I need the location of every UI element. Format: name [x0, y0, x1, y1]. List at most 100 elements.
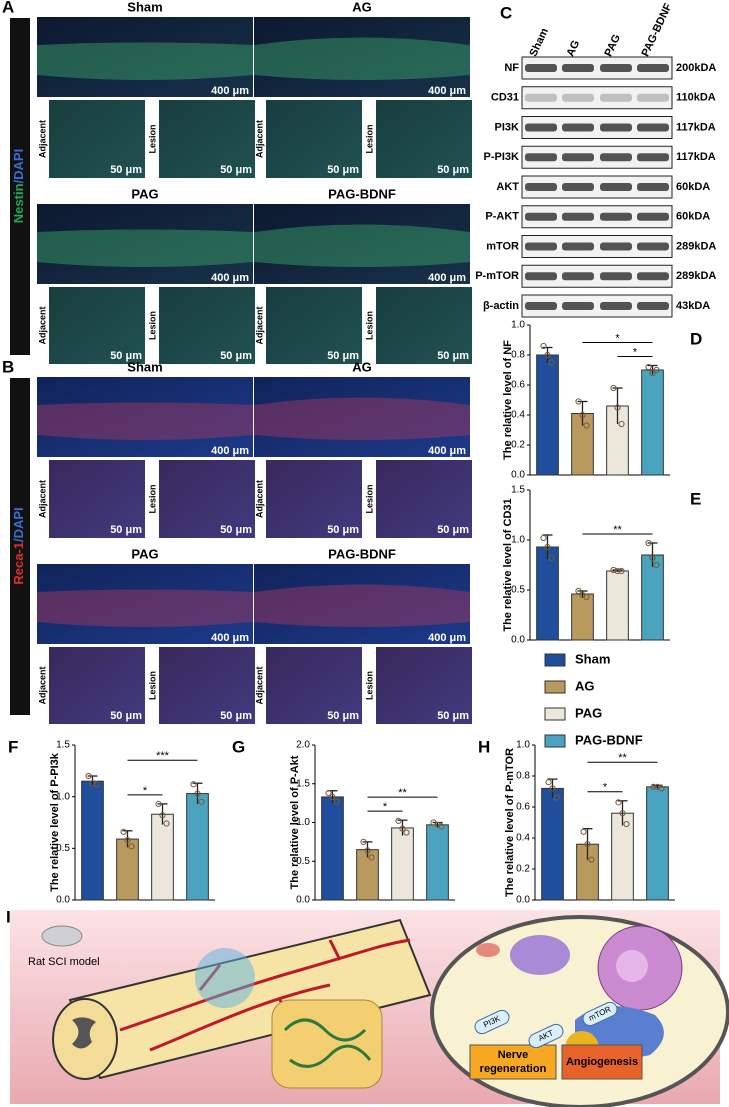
- protein-label: P-PI3K: [484, 151, 520, 163]
- mitochondrion: [476, 943, 500, 957]
- bar: [641, 554, 664, 641]
- inset-label: Lesion: [364, 311, 374, 340]
- data-point: [89, 780, 96, 787]
- y-tick-label: 1.0: [56, 791, 70, 802]
- blot-band: [562, 183, 594, 191]
- inset-label: Adjacent: [254, 120, 264, 158]
- inset-tissue: [266, 647, 362, 724]
- inset-micrograph: [266, 460, 362, 538]
- blot-frame: [521, 205, 673, 229]
- outcome-label: Nerve: [498, 1049, 529, 1061]
- inset-tissue: [376, 287, 472, 364]
- stain-label: Nestin/DAPI: [11, 149, 26, 223]
- outcome-label: regeneration: [480, 1063, 547, 1075]
- data-point: [85, 772, 92, 780]
- scale-bar-label: 50 μm: [437, 524, 469, 536]
- y-tick-label: 0.6: [516, 802, 530, 813]
- y-tick-label: 0.2: [516, 864, 530, 875]
- y-axis-label: The relative level of NF: [502, 340, 514, 460]
- blot-frame: [521, 264, 673, 288]
- data-point: [159, 812, 166, 819]
- grey-matter: [72, 1017, 96, 1049]
- inset-micrograph: [266, 100, 362, 178]
- data-point: [198, 798, 205, 805]
- significance-label: *: [633, 346, 638, 358]
- data-point: [649, 369, 656, 377]
- legend-label: PAG: [575, 705, 602, 720]
- scale-bar-label: 50 μm: [110, 710, 142, 722]
- legend-swatch: [544, 653, 566, 667]
- data-point: [654, 783, 661, 790]
- legend-label: AG: [575, 678, 595, 693]
- inset-micrograph: [376, 287, 472, 364]
- bar: [426, 824, 449, 901]
- inset-tissue: [159, 647, 255, 724]
- inset-micrograph: [376, 100, 472, 178]
- size-label: 289kDA: [676, 270, 716, 282]
- image-title: PAG-BDNF: [328, 186, 396, 201]
- inset-label: Adjacent: [254, 666, 264, 704]
- scaffold-fibers: [283, 1018, 372, 1068]
- size-label: 60kDA: [676, 211, 710, 223]
- y-tick-label: 1.5: [296, 778, 310, 789]
- scale-bar-label: 400 μm: [428, 272, 466, 284]
- lane-label: PAG-BDNF: [639, 1, 674, 58]
- scale-bar-label: 400 μm: [211, 85, 249, 97]
- y-tick-label: 0.0: [296, 895, 310, 906]
- data-point: [124, 836, 131, 844]
- bar: [81, 780, 104, 901]
- inset-micrograph: [49, 647, 145, 724]
- data-point: [649, 554, 656, 562]
- image-title: AG: [352, 0, 372, 14]
- data-point: [575, 587, 582, 595]
- data-point: [548, 554, 555, 562]
- inset-label: Adjacent: [37, 120, 47, 158]
- inset-tissue: [266, 287, 362, 364]
- image-title: PAG: [131, 186, 158, 201]
- blot-band: [562, 302, 594, 310]
- blot-band: [600, 302, 632, 310]
- bar: [611, 812, 634, 901]
- legend-label: Sham: [575, 651, 610, 666]
- data-point: [438, 823, 445, 830]
- scale-bar-label: 50 μm: [327, 524, 359, 536]
- blot-band: [562, 272, 594, 281]
- lane-label: AG: [564, 38, 582, 58]
- data-point: [588, 856, 595, 863]
- tissue: [37, 229, 253, 267]
- legend-swatch: [544, 707, 566, 721]
- data-point: [618, 420, 625, 428]
- blot-band: [525, 302, 557, 310]
- blot-band: [600, 183, 632, 191]
- protein-label: P-mTOR: [475, 270, 519, 282]
- scale-bar-label: 50 μm: [220, 710, 252, 722]
- significance-label: *: [603, 782, 608, 794]
- panel-letter: G: [232, 737, 245, 756]
- nucleolus: [616, 950, 648, 982]
- legend-label: PAG-BDNF: [575, 732, 643, 747]
- data-point: [329, 793, 336, 801]
- data-point: [650, 783, 657, 790]
- inset-tissue: [49, 647, 145, 724]
- protein-label: PI3K: [495, 121, 520, 133]
- inset-micrograph: [159, 460, 255, 538]
- inset-label: Adjacent: [254, 306, 264, 344]
- blot-band: [637, 183, 669, 191]
- data-point: [545, 779, 552, 786]
- tissue: [37, 402, 253, 440]
- inset-micrograph: [159, 647, 255, 724]
- y-axis-label: The relative level of P-Akt: [289, 755, 301, 889]
- y-tick-label: 0.0: [511, 470, 525, 481]
- scale-bar-label: 50 μm: [220, 350, 252, 362]
- legend-swatch: [544, 734, 566, 748]
- scale-bar-label: 50 μm: [110, 164, 142, 176]
- outcome-label: Angiogenesis: [566, 1056, 638, 1068]
- inset-label: Adjacent: [37, 480, 47, 518]
- scaffold: [271, 999, 383, 1089]
- panel-letter: F: [8, 737, 18, 756]
- y-axis-label: The relative level of P-PI3k: [49, 752, 61, 892]
- data-point: [584, 841, 591, 848]
- inset-micrograph: [49, 287, 145, 364]
- panel-letter: I: [6, 907, 11, 926]
